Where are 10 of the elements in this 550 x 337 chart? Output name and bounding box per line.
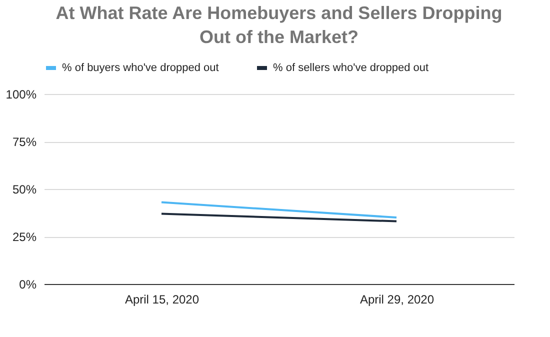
y-tick-label: 100% [6,88,37,102]
y-tick-label: 25% [12,230,37,244]
legend-label: % of sellers who've dropped out [273,62,429,74]
chart-title: At What Rate Are Homebuyers and Sellers Dropping Out of the Market? [56,3,502,47]
legend-label: % of buyers who've dropped out [62,62,219,74]
x-tick-label: April 15, 2020 [124,292,200,306]
y-tick-label: 75% [12,135,37,149]
y-tick-label: 0% [19,278,37,292]
y-tick-label: 50% [12,182,37,196]
x-tick-label: April 29, 2020 [360,292,434,306]
